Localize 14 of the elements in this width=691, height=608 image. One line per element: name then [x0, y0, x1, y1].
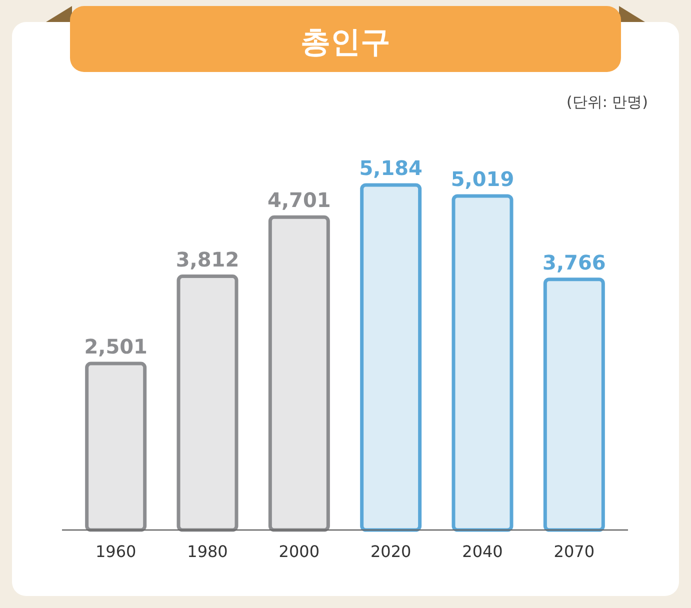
data-label: 2,501	[84, 334, 148, 359]
x-tick-label: 1960	[95, 542, 136, 561]
x-tick-label: 2020	[370, 542, 412, 561]
data-label: 4,701	[268, 188, 331, 212]
x-tick-label: 2040	[462, 542, 503, 561]
data-label: 3,812	[176, 247, 240, 272]
data-label: 3,766	[542, 250, 606, 274]
data-label: 5,019	[450, 166, 514, 191]
chart-title: 총인구	[300, 25, 390, 60]
text: (단위: 만명)	[566, 93, 648, 111]
x-tick-label: 1980	[187, 542, 228, 561]
data-label: 5,184	[359, 156, 422, 180]
x-tick-label: 2070	[554, 542, 595, 561]
x-tick-label: 2000	[278, 542, 320, 561]
